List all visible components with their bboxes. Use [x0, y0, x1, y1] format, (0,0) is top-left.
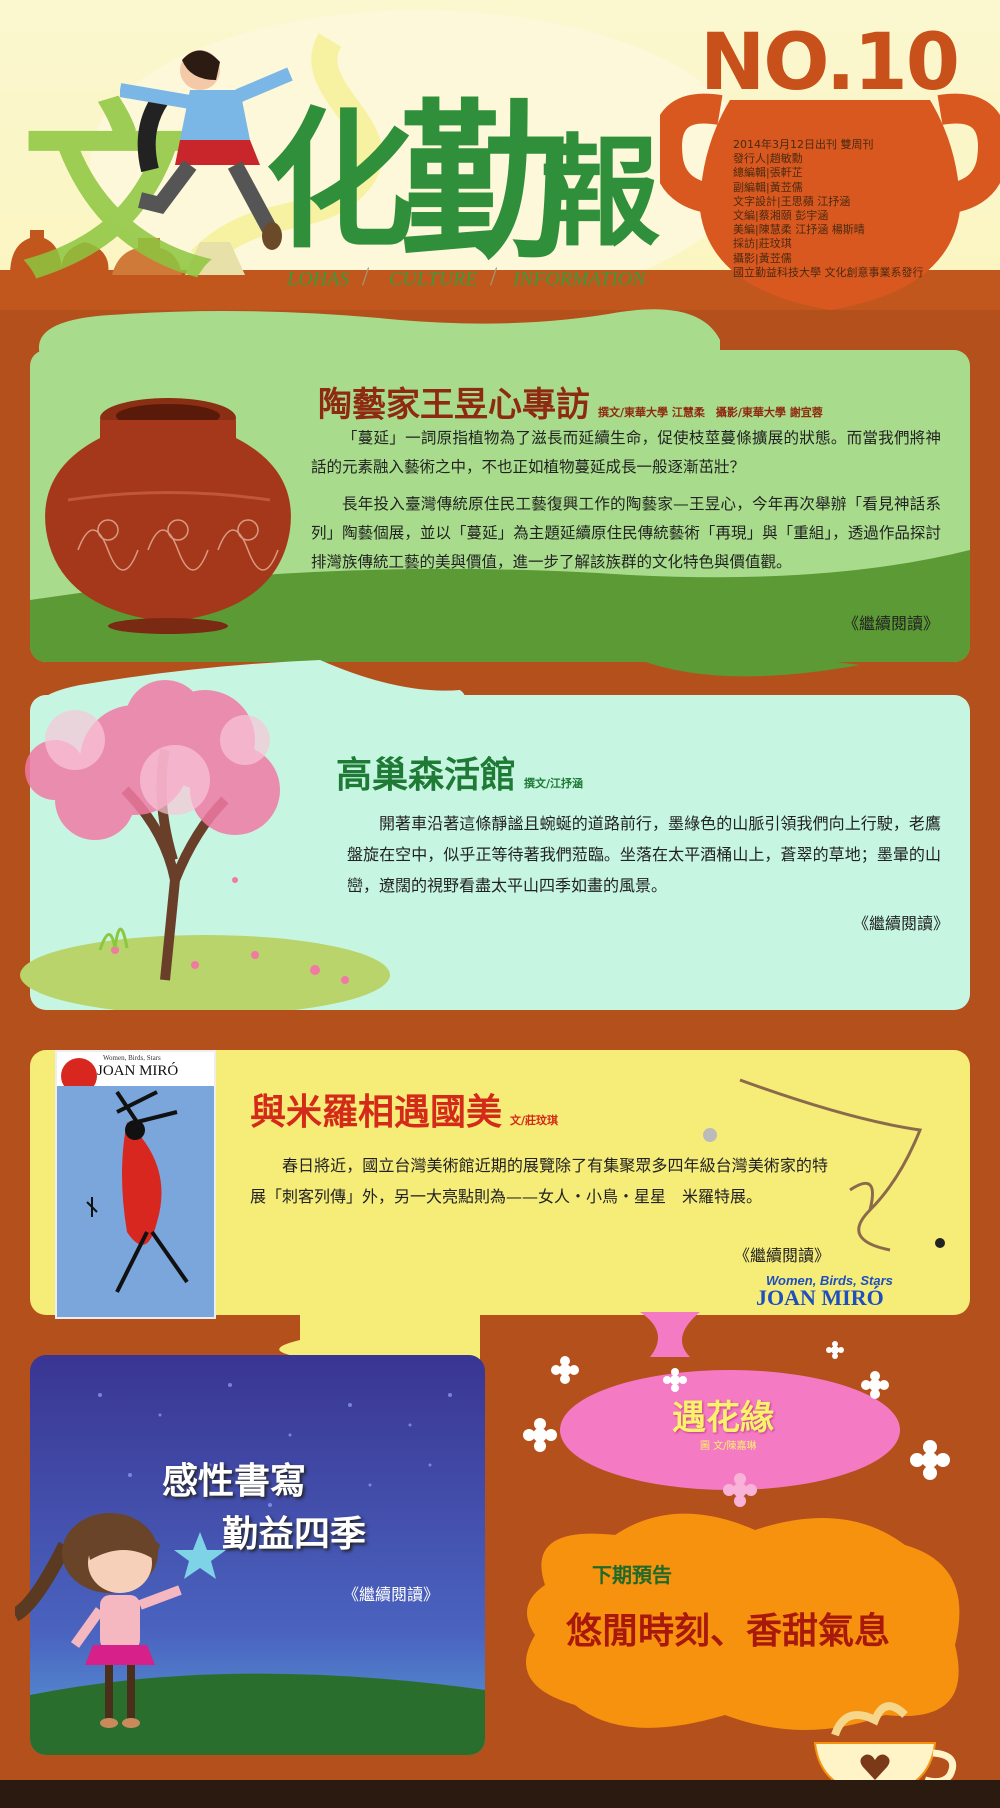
credits-list: 2014年3月12日出刊 雙周刊 發行人|趙敏勳 總編輯|張軒芷 副編輯|黃苙儒… [733, 138, 963, 280]
credit-line: 發行人|趙敏勳 [733, 152, 803, 166]
miro-line-drawing [703, 1078, 945, 1252]
article-title[interactable]: 與米羅相遇國美 文/莊玟琪 [250, 1083, 558, 1135]
read-more-link[interactable]: 《繼續閱讀》 [843, 614, 940, 633]
credit-line: 2014年3月12日出刊 雙周刊 [733, 138, 874, 151]
article-paragraph: 「蔓延」一詞原指植物為了滋長而延續生命，促使枝莖蔓條擴展的狀態。而當我們將神話的… [311, 429, 941, 476]
issue-number: NO.10 [700, 18, 960, 108]
poster-artwork [57, 1058, 214, 1317]
cherry-tree-icon [20, 680, 390, 1010]
article-body: 開著車沿著這條靜謐且蜿蜒的道路前行，墨綠色的山脈引領我們向上行駛，老鷹盤旋在空中… [347, 808, 941, 909]
article-title[interactable]: 遇花緣 [672, 1398, 774, 1438]
clay-pot-icon [45, 398, 291, 634]
read-more-link[interactable]: 《繼續閱讀》 [343, 1585, 440, 1604]
star-icon [174, 1532, 226, 1579]
article-title-line1[interactable]: 感性書寫 [162, 1460, 307, 1502]
credit-line: 副編輯|黃苙儒 [733, 180, 803, 194]
article-paragraph: 長年投入臺灣傳統原住民工藝復興工作的陶藝家—王昱心，今年再次舉辦「看見神話系列」… [311, 495, 941, 571]
credit-line: 採訪|莊玟琪 [733, 237, 792, 251]
miro-poster-image: Women, Birds, Stars JOAN MIRÓ [55, 1050, 216, 1319]
article-paragraph: 開著車沿著這條靜謐且蜿蜒的道路前行，墨綠色的山脈引領我們向上行駛，老鷹盤旋在空中… [347, 814, 941, 895]
masthead-title-char-2: 化 [265, 93, 416, 269]
miro-logo-line2: JOAN MIRÓ [756, 1285, 884, 1310]
article-title-text[interactable]: 陶藝家王昱心專訪 [318, 385, 590, 425]
next-issue-title[interactable]: 悠閒時刻、香甜氣息 [566, 1610, 891, 1652]
article-title[interactable]: 陶藝家王昱心專訪 撰文/東華大學 江慧柔 攝影/東華大學 謝宜蓉 [318, 377, 823, 426]
read-more-link[interactable]: 《繼續閱讀》 [734, 1246, 831, 1265]
article-byline: 文/莊玟琪 [510, 1114, 559, 1127]
credit-line: 總編輯|張軒芷 [733, 166, 803, 180]
small-pots-icon [10, 230, 245, 275]
article-title-text[interactable]: 高巢森活館 [336, 754, 517, 796]
card-background-decoration [30, 1383, 485, 1755]
poster-artist-name: JOAN MIRÓ [97, 1063, 179, 1079]
tagline-culture: CULTURE [389, 268, 478, 290]
article-byline: 圖 文/陳嘉琳 [700, 1441, 757, 1452]
card-connector-decoration [279, 1312, 700, 1360]
article-title-line2[interactable]: 勤益四季 [222, 1513, 367, 1555]
pink-cloud-decoration [523, 1341, 950, 1507]
jumping-girl-illustration [120, 50, 293, 250]
miro-logo-line1: Women, Birds, Stars [766, 1273, 893, 1288]
article-body: 「蔓延」一詞原指植物為了滋長而延續生命，促使枝莖蔓條擴展的狀態。而當我們將神話的… [311, 424, 941, 585]
credit-line: 國立勤益科技大學 文化創意事業系發行 [733, 265, 924, 279]
tagline-divider: / [490, 262, 498, 291]
article-byline: 撰文/東華大學 江慧柔 攝影/東華大學 謝宜蓉 [598, 406, 823, 419]
header-blob-decoration [38, 309, 720, 360]
masthead: 文 化 勤 報 LOHAS / CULTURE / INFORMATION NO… [0, 0, 1000, 310]
flower-icon [523, 1341, 950, 1507]
article-title-text[interactable]: 與米羅相遇國美 [250, 1091, 503, 1133]
credit-line: 文字設計|王思蘋 江抒涵 [733, 194, 851, 208]
masthead-title-char-3: 勤 [400, 83, 571, 283]
tagline-divider: / [362, 262, 370, 291]
article-byline: 撰文/江抒涵 [524, 777, 584, 790]
credit-line: 文編|蔡湘頤 彭宇涵 [733, 209, 829, 223]
masthead-title-char-1: 文 [22, 82, 213, 305]
article-paragraph: 春日將近，國立台灣美術館近期的展覽除了有集聚眾多四年級台灣美術家的特展「刺客列傳… [250, 1156, 828, 1206]
read-more-link[interactable]: 《繼續閱讀》 [853, 914, 950, 933]
article-title[interactable]: 高巢森活館 撰文/江抒涵 [336, 746, 583, 798]
masthead-title-char-4: 報 [540, 122, 660, 263]
tagline-lohas: LOHAS [287, 268, 350, 290]
next-issue-label: 下期預告 [592, 1563, 672, 1587]
tagline-information: INFORMATION [513, 268, 646, 290]
credit-line: 攝影|黃苙儒 [733, 251, 792, 265]
article-body: 春日將近，國立台灣美術館近期的展覽除了有集聚眾多四年級台灣美術家的特展「刺客列傳… [250, 1150, 828, 1220]
credit-line: 美編|陳慧柔 江抒涵 楊斯晴 [733, 223, 865, 237]
footer-bar [0, 1780, 1000, 1808]
orange-pot-icon [660, 93, 1000, 310]
poster-small-title: Women, Birds, Stars [103, 1054, 161, 1062]
girl-illustration [15, 1513, 182, 1728]
